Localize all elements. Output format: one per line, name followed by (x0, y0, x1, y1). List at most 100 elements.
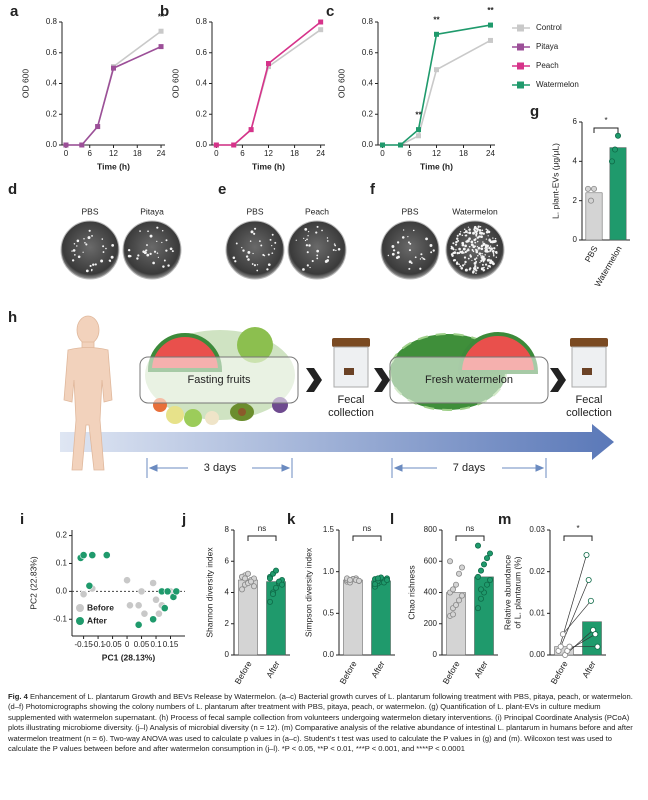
colony (145, 249, 147, 252)
colony (455, 249, 457, 251)
colony (462, 243, 464, 246)
colony (235, 242, 238, 245)
colony (252, 252, 254, 255)
colony (478, 226, 480, 228)
colony (74, 254, 76, 256)
x-tick-label: 6 (407, 149, 412, 158)
colony (489, 261, 492, 265)
colony (464, 260, 467, 264)
legend-marker (76, 604, 84, 612)
colony (161, 230, 164, 232)
colony (163, 259, 166, 262)
colony (470, 243, 474, 247)
data-point (63, 142, 69, 148)
significance-label: ns (363, 524, 371, 533)
data-point (458, 564, 465, 571)
colony (306, 251, 309, 254)
colony (156, 240, 158, 243)
colony (77, 255, 81, 259)
bar (371, 580, 391, 656)
colony (456, 251, 459, 255)
x-tick-label: 24 (486, 149, 495, 158)
data-point (155, 609, 163, 618)
colony (464, 263, 466, 265)
paired-line (562, 600, 592, 635)
colony (484, 254, 486, 256)
petri-dish (445, 220, 505, 280)
data-point (488, 37, 493, 43)
colony (395, 256, 399, 259)
data-point (134, 601, 143, 610)
colony (488, 250, 490, 253)
colony (304, 239, 307, 242)
x-tick-label: Before (337, 659, 358, 686)
data-point (474, 542, 481, 549)
colony (482, 241, 484, 243)
colony (76, 239, 80, 243)
colony (489, 240, 492, 244)
data-point (434, 31, 439, 37)
colony (468, 237, 471, 241)
photo-label: PBS (401, 206, 418, 216)
colony (465, 234, 468, 237)
colony (450, 247, 452, 250)
figure-panels: d PBS Pitaya e PBS Peach f PBS Watermelo… (8, 3, 630, 686)
colony (464, 244, 467, 248)
colony (451, 253, 453, 256)
colony (420, 253, 423, 256)
colony (480, 235, 483, 239)
colony (485, 238, 488, 240)
data-point (477, 567, 484, 574)
colony (488, 246, 491, 250)
data-point (149, 615, 158, 624)
colony (127, 248, 131, 252)
x-tick-label: 0 (214, 149, 219, 158)
data-point (79, 551, 88, 560)
y-tick-label: 800 (424, 525, 438, 534)
chevron (306, 368, 322, 392)
x-tick-label: 18 (459, 149, 468, 158)
colony (462, 247, 466, 251)
y-tick-label: 0.4 (46, 79, 58, 88)
collection-label: Fecal (338, 394, 365, 406)
colony (489, 245, 492, 247)
colony (256, 264, 259, 266)
data-point (79, 142, 85, 148)
data-point (158, 28, 164, 34)
x-tick-label: 18 (133, 149, 142, 158)
y-tick-label: 0.8 (196, 17, 208, 26)
colony (481, 267, 484, 269)
colony (250, 230, 254, 234)
colony (327, 255, 330, 258)
x-tick-label: -0.05 (103, 640, 122, 649)
colony (263, 254, 266, 257)
colony (407, 235, 409, 238)
colony (267, 253, 270, 256)
data-point (592, 631, 599, 638)
x-axis-label: Time (h) (252, 161, 285, 171)
colony (391, 252, 395, 256)
colony (253, 232, 256, 235)
stage-label: Fresh watermelon (425, 374, 513, 386)
colony (412, 229, 415, 232)
data-point (137, 587, 146, 596)
colony (152, 261, 155, 265)
colony (254, 227, 257, 230)
x-tick-label: After (369, 659, 387, 680)
colony (479, 261, 481, 264)
colony (478, 235, 481, 238)
photo-label: PBS (246, 206, 263, 216)
colony (260, 244, 263, 247)
colony (467, 226, 470, 228)
data-point (123, 576, 131, 585)
data-point (585, 577, 592, 584)
colony (472, 245, 476, 249)
colony (459, 231, 462, 233)
colony (408, 249, 411, 252)
colony (476, 266, 479, 270)
colony (419, 267, 422, 270)
legend-label: Control (536, 23, 562, 32)
colony (453, 251, 457, 254)
x-tick-label: 12 (432, 149, 441, 158)
